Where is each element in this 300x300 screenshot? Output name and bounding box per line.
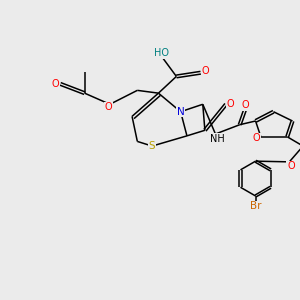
Text: Br: Br — [250, 202, 261, 212]
Text: N: N — [177, 107, 184, 117]
Text: O: O — [253, 133, 260, 143]
Text: O: O — [51, 79, 59, 89]
Text: S: S — [149, 141, 155, 151]
Text: HO: HO — [154, 48, 169, 59]
Text: O: O — [227, 99, 234, 109]
Text: NH: NH — [210, 134, 224, 143]
Text: O: O — [201, 66, 209, 76]
Text: O: O — [287, 161, 295, 171]
Text: O: O — [241, 100, 249, 110]
Text: O: O — [105, 102, 112, 112]
